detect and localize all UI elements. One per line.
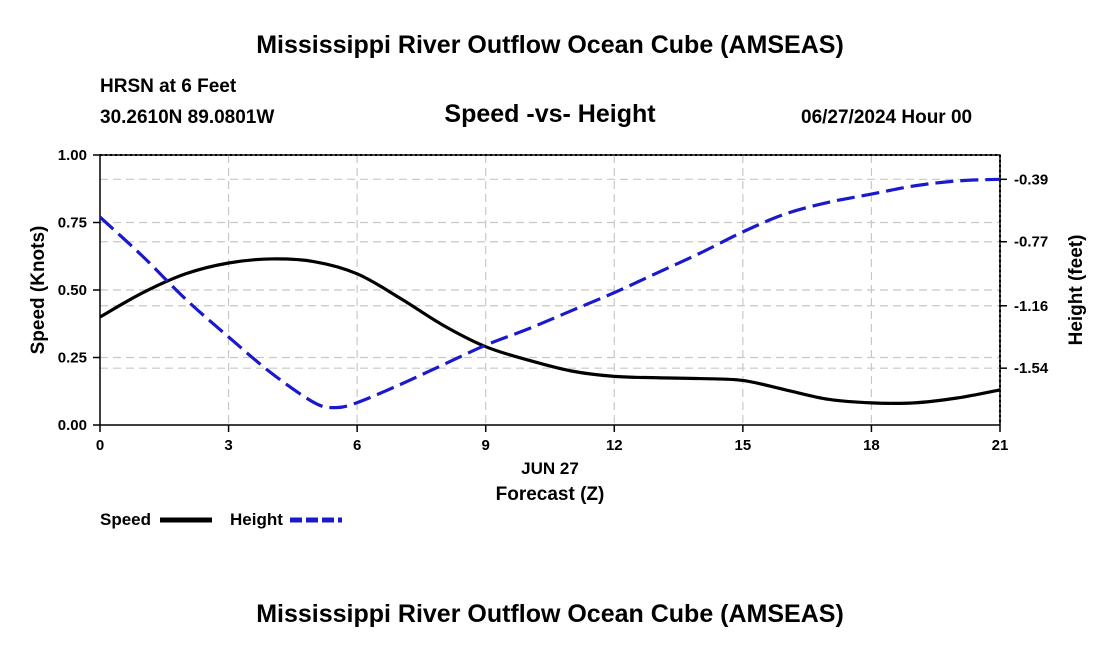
- coordinates-label: 30.2610N 89.0801W: [100, 107, 275, 128]
- x-axis-label: Forecast (Z): [496, 484, 605, 505]
- y2-axis-label: Height (feet): [1066, 235, 1087, 346]
- height-series-line: [98, 177, 1001, 410]
- speed-series-line: [99, 257, 1001, 405]
- x-tick-label: 0: [96, 437, 104, 454]
- series-layer: [98, 177, 1001, 410]
- x-tick-label: 21: [992, 437, 1009, 454]
- y2-tick-label: -1.16: [1014, 298, 1048, 315]
- x-tick-label: 18: [863, 437, 880, 454]
- x-tick-label: 6: [353, 437, 361, 454]
- x-tick-label: 15: [735, 437, 752, 454]
- y-tick-label: 0.25: [58, 350, 87, 367]
- x-tick-label: 9: [482, 437, 490, 454]
- y2-tick-label: -1.54: [1014, 360, 1049, 377]
- x-tick-label: 12: [606, 437, 623, 454]
- y-axis-label: Speed (Knots): [28, 226, 49, 355]
- legend: Speed Height: [100, 510, 342, 529]
- y2-tick-label: -0.77: [1014, 234, 1048, 251]
- station-label: HRSN at 6 Feet: [100, 76, 237, 97]
- y-tick-label: 0.50: [58, 282, 87, 299]
- x-tick-label: 3: [224, 437, 232, 454]
- datetime-label: 06/27/2024 Hour 00: [801, 107, 973, 128]
- axes-layer: 0 3 6 9 12 15 18 21 0.00 0.25 0.50 0.75 1.00 -0.39 -0.…: [58, 147, 1049, 454]
- main-title: Mississippi River Outflow Ocean Cube (AM…: [256, 31, 844, 59]
- legend-speed-label: Speed: [100, 510, 151, 529]
- y-tick-label: 1.00: [58, 147, 87, 164]
- y-tick-label: 0.00: [58, 417, 87, 434]
- legend-height-label: Height: [230, 510, 283, 529]
- y-tick-label: 0.75: [58, 215, 87, 232]
- y2-tick-label: -0.39: [1014, 171, 1048, 188]
- chart-title: Speed -vs- Height: [444, 100, 656, 128]
- footer-title: Mississippi River Outflow Ocean Cube (AM…: [256, 600, 844, 628]
- x-date-label: JUN 27: [521, 459, 579, 478]
